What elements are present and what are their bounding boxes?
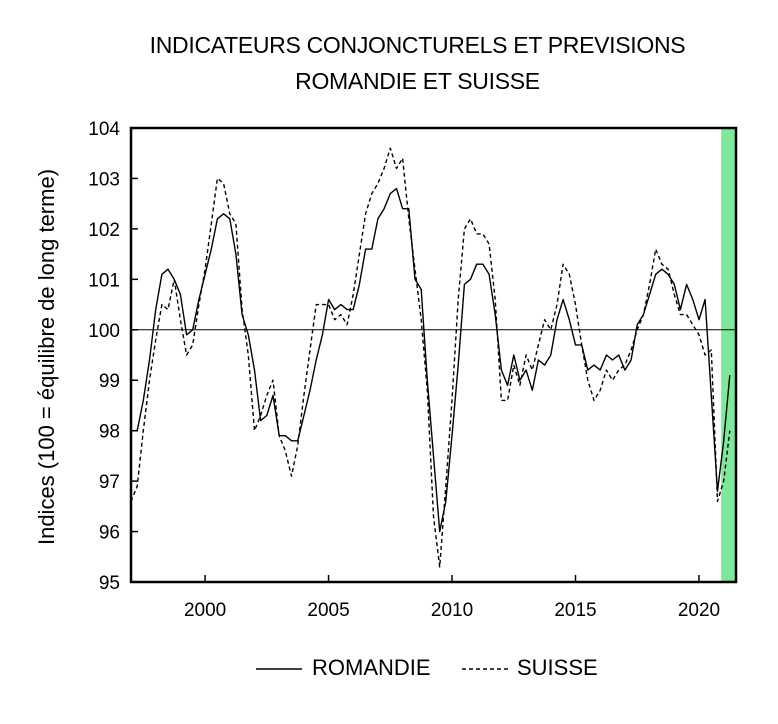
series-line-suisse [130, 147, 731, 568]
x-tick-label: 2005 [307, 600, 349, 621]
chart-subtitle: ROMANDIE ET SUISSE [295, 68, 540, 94]
y-tick-label: 96 [99, 523, 120, 544]
y-tick-label: 101 [88, 270, 120, 291]
x-tick-label: 2020 [678, 600, 720, 621]
x-tick-label: 2010 [431, 600, 473, 621]
x-ticks-layer: 2000 2005 2010 2015 2020 [184, 575, 720, 621]
y-tick-label: 97 [99, 472, 120, 493]
legend-label-suisse: SUISSE [517, 655, 598, 680]
forecast-band [721, 128, 736, 582]
y-tick-label: 99 [99, 371, 120, 392]
y-tick-label: 95 [99, 573, 120, 594]
x-tick-label: 2000 [184, 600, 226, 621]
forecast-band-layer [721, 128, 736, 582]
series-line-romandie [131, 187, 731, 533]
y-tick-label: 100 [88, 321, 120, 342]
legend-label-romandie: ROMANDIE [312, 655, 431, 680]
y-tick-label: 102 [88, 220, 120, 241]
plot-frame [129, 126, 738, 584]
series-layer [130, 147, 731, 568]
y-tick-label: 104 [88, 119, 120, 140]
plot-frame-layer [129, 126, 738, 584]
y-axis-label: Indices (100 = équilibre de long terme) [34, 168, 59, 546]
y-ticks-layer: 95 96 97 98 99 100 101 102 103 104 [88, 119, 138, 594]
chart-title: INDICATEURS CONJONCTURELS ET PREVISIONS [149, 32, 686, 58]
y-tick-label: 103 [88, 169, 120, 190]
y-tick-label: 98 [99, 422, 120, 443]
x-tick-label: 2015 [554, 600, 596, 621]
